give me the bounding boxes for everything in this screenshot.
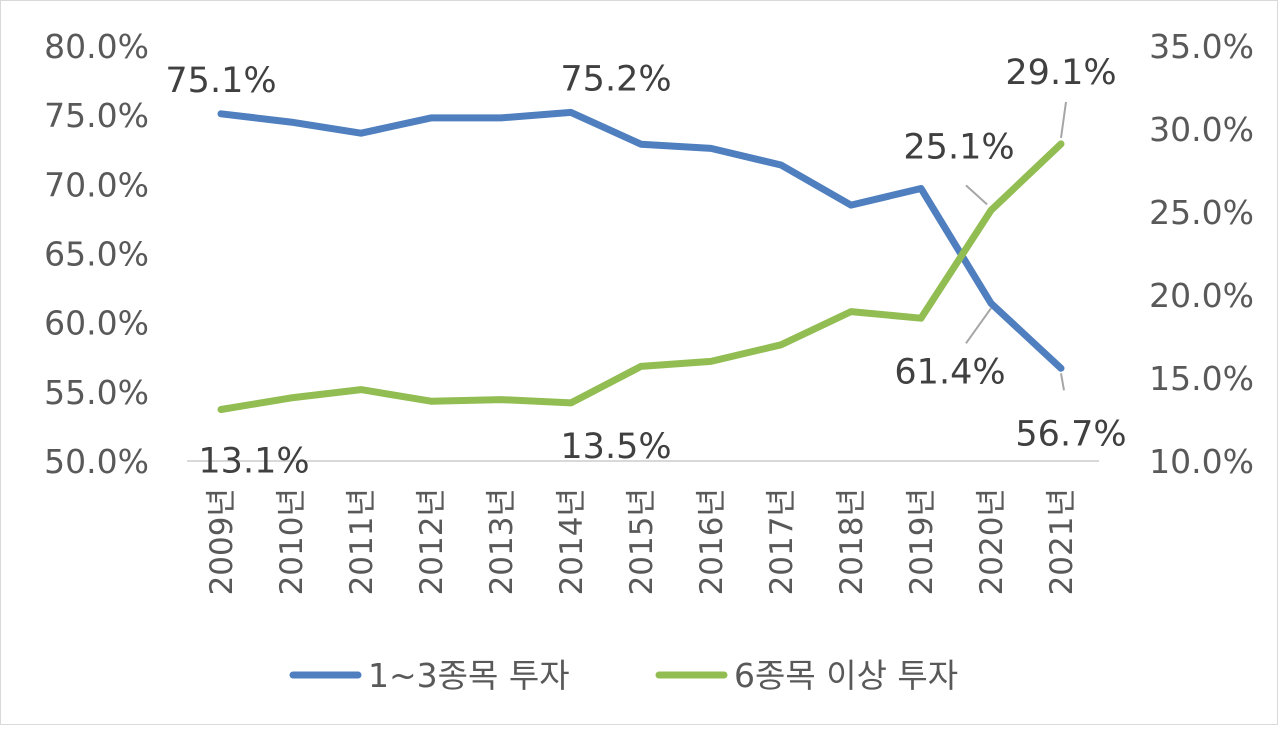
left-y-tick-label: 80.0% [44, 27, 149, 66]
x-tick-label: 2009년 [204, 488, 240, 595]
right-y-tick-label: 15.0% [1149, 359, 1254, 398]
series-lines [217, 108, 1065, 413]
x-tick-label: 2012년 [414, 488, 450, 595]
x-tick-label: 2019년 [904, 488, 940, 595]
x-tick-label: 2016년 [694, 488, 730, 595]
right-y-tick-label: 10.0% [1149, 442, 1254, 481]
left-y-tick-label: 50.0% [44, 442, 149, 481]
data-labels: 75.1% 75.2% 61.4%56.7% 13.1% 13.5% 25.1% 29.1% [165, 53, 1126, 482]
x-tick-label: 2020년 [974, 488, 1010, 595]
leader-line [965, 184, 988, 206]
data-label: 56.7% [1015, 414, 1126, 454]
right-y-tick-label: 30.0% [1149, 110, 1254, 149]
data-label: 13.1% [198, 442, 309, 482]
x-axis-ticks: 2009년 2010년 2011년 2012년 2013년 2014년 2015년 2016년… [204, 488, 1080, 595]
data-label: 61.4% [894, 352, 1005, 392]
right-y-tick-label: 25.0% [1149, 193, 1254, 232]
x-tick-label: 2017년 [764, 488, 800, 595]
x-tick-label: 2010년 [274, 488, 310, 595]
right-y-tick-label: 35.0% [1149, 27, 1254, 66]
left-y-tick-label: 65.0% [44, 235, 149, 274]
legend: 1~3종목 투자 6종목 이상 투자 [289, 656, 958, 695]
x-tick-label: 2014년 [554, 488, 590, 595]
leader-line [965, 307, 992, 344]
right-y-tick-label: 20.0% [1149, 276, 1254, 315]
data-label-leader-lines [965, 101, 1067, 391]
x-tick-label: 2015년 [624, 488, 660, 595]
x-tick-label: 2011년 [344, 488, 380, 595]
left-y-tick-label: 60.0% [44, 304, 149, 343]
right-y-axis-ticks: 10.0% 15.0% 20.0% 25.0% 30.0% 35.0% [1149, 27, 1254, 481]
left-y-tick-label: 75.0% [44, 96, 149, 135]
x-tick-label: 2013년 [484, 488, 520, 595]
x-tick-label: 2018년 [834, 488, 870, 595]
leader-line [1060, 373, 1065, 391]
data-label: 25.1% [903, 127, 1014, 167]
data-label: 29.1% [1005, 53, 1116, 93]
data-label: 75.1% [165, 61, 276, 101]
left-y-tick-label: 55.0% [44, 373, 149, 412]
legend-label-series-2: 6종목 이상 투자 [734, 656, 958, 695]
leader-line [1060, 101, 1067, 139]
series-line-2 [217, 140, 1065, 413]
x-tick-label: 2021년 [1044, 488, 1080, 595]
left-y-tick-label: 70.0% [44, 165, 149, 204]
data-label: 75.2% [560, 59, 671, 99]
data-label: 13.5% [560, 427, 671, 467]
left-y-axis-ticks: 50.0% 55.0% 60.0% 65.0% 70.0% 75.0% 80.0% [44, 27, 149, 481]
legend-label-series-1: 1~3종목 투자 [368, 656, 570, 695]
series-line-1 [217, 108, 1065, 372]
